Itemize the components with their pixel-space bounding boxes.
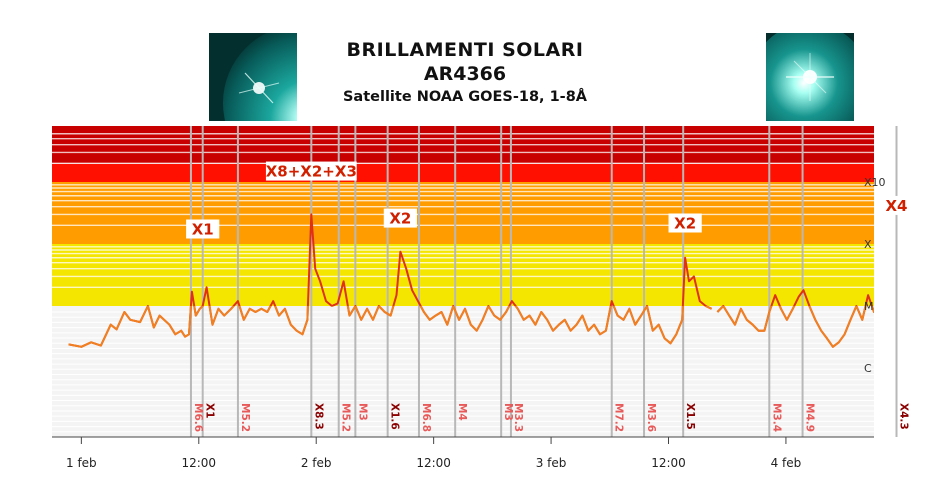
flare-label: M5.2 — [239, 403, 251, 432]
flare-label: X1.6 — [389, 403, 401, 430]
annotation-label: X4 — [885, 197, 907, 215]
flare-label: M7.2 — [613, 403, 625, 432]
annotation-box — [668, 213, 702, 233]
annotation-box — [186, 219, 220, 239]
flux-line-quiet — [68, 306, 713, 348]
active-region: AR4366 — [423, 63, 507, 85]
flare-label: M5.2 — [340, 403, 352, 432]
flare-label: M4.9 — [804, 403, 816, 432]
sun-image-right — [766, 33, 854, 121]
x-tick-label: 3 feb — [536, 456, 567, 470]
annotation-label: X8+X2+X3 — [266, 163, 357, 181]
class-label-x: X — [864, 238, 872, 251]
flare-label: M4 — [456, 403, 468, 421]
class-label-c: C — [864, 362, 872, 375]
annotation-label: X1 — [192, 221, 214, 239]
annotation-label: X2 — [674, 214, 696, 232]
flare-label: X1 — [204, 403, 216, 418]
class-label-x10: X10 — [864, 176, 886, 189]
flare-label: M6.8 — [420, 403, 432, 432]
flare-label: M3.6 — [645, 403, 657, 432]
title-block: BRILLAMENTI SOLARI AR4366 Satellite NOAA… — [0, 38, 930, 108]
class-label-m: M — [864, 300, 874, 313]
chart-title: BRILLAMENTI SOLARI — [346, 39, 584, 61]
annotation-label: X2 — [389, 210, 411, 228]
flux-line-quiet — [716, 306, 874, 348]
x-tick-label: 12:00 — [416, 456, 451, 470]
chart-subtitle: Satellite NOAA GOES-18, 1-8Å — [342, 89, 588, 105]
band-m-class — [52, 244, 874, 306]
annotation-box — [879, 195, 914, 215]
flare-label: M6.6 — [192, 403, 204, 432]
flare-label: X1.5 — [684, 403, 696, 430]
sun-image-left — [209, 33, 297, 121]
x-tick-label: 12:00 — [181, 456, 216, 470]
flare-label: X4.3 — [898, 403, 910, 430]
x-tick-label: 2 feb — [301, 456, 332, 470]
annotation-box — [383, 208, 417, 228]
x-tick-label: 1 feb — [66, 456, 97, 470]
flare-label: M3.3 — [512, 403, 524, 432]
x-tick-label: 4 feb — [771, 456, 802, 470]
flare-label: M3 — [356, 403, 368, 421]
flare-label: M3 — [502, 403, 514, 421]
annotation-box — [265, 161, 357, 181]
x-tick-label: 12:00 — [651, 456, 686, 470]
flare-label: M3.4 — [770, 403, 782, 432]
flux-curve — [68, 213, 874, 348]
flare-label: X8.3 — [312, 403, 324, 430]
